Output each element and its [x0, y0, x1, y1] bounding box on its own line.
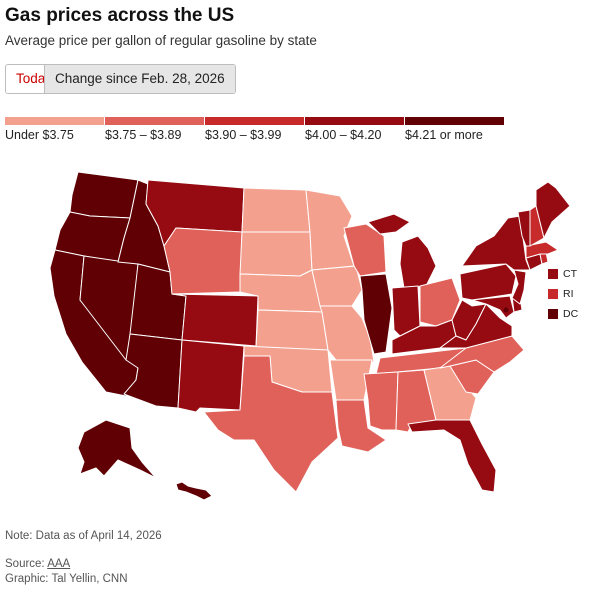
small-states-legend: CT RI DC	[548, 264, 578, 324]
state-la[interactable]	[335, 399, 387, 453]
state-wa[interactable]	[69, 171, 139, 219]
state-hi[interactable]	[175, 481, 213, 500]
state-pa[interactable]	[459, 263, 517, 301]
legend-color-bar	[5, 117, 505, 125]
state-fl[interactable]	[407, 419, 497, 493]
source-line: Source: AAA	[5, 558, 70, 570]
source-link[interactable]: AAA	[47, 558, 71, 570]
ct-swatch	[548, 269, 558, 279]
state-nm[interactable]	[177, 339, 245, 413]
state-ak[interactable]	[77, 419, 157, 479]
today-button[interactable]: Today	[6, 65, 52, 93]
legend-swatch-400-420	[305, 117, 404, 125]
state-ia[interactable]	[311, 265, 363, 307]
state-vt[interactable]	[517, 209, 531, 247]
source-prefix: Source:	[5, 558, 48, 570]
us-state-map	[49, 171, 571, 500]
state-sd[interactable]	[239, 231, 313, 277]
legend-label-421-more: $4.21 or more	[405, 128, 483, 142]
state-tx[interactable]	[203, 355, 339, 493]
state-me[interactable]	[535, 181, 571, 239]
legend-label-375-389: $3.75 – $3.89	[105, 128, 182, 142]
state-mo[interactable]	[319, 305, 375, 363]
legend-swatch-under-375	[5, 117, 104, 125]
legend-label-under-375: Under $3.75	[5, 128, 74, 142]
ct-label: CT	[563, 268, 577, 280]
legend-label-400-420: $4.00 – $4.20	[305, 128, 382, 142]
state-dc[interactable]	[503, 307, 509, 313]
ri-swatch	[548, 289, 558, 299]
color-legend: Under $3.75 $3.75 – $3.89 $3.90 – $3.99 …	[5, 117, 505, 142]
ri-label: RI	[563, 288, 574, 300]
state-md[interactable]	[471, 295, 515, 319]
state-nd[interactable]	[241, 187, 311, 233]
view-toggle: Today Change since Feb. 28, 2026	[5, 64, 236, 94]
small-state-ct: CT	[548, 264, 578, 284]
state-va[interactable]	[439, 303, 513, 349]
graphic-credit: Graphic: Tal Yellin, CNN	[5, 573, 128, 585]
state-mi[interactable]	[399, 235, 437, 289]
state-ms[interactable]	[363, 371, 399, 431]
state-wy[interactable]	[163, 227, 243, 295]
state-wi[interactable]	[343, 223, 387, 277]
state-il[interactable]	[359, 273, 393, 355]
dc-swatch	[548, 309, 558, 319]
state-nj[interactable]	[511, 269, 527, 305]
legend-swatch-375-389	[105, 117, 204, 125]
state-ks[interactable]	[255, 309, 329, 351]
state-mn[interactable]	[305, 189, 355, 271]
small-state-dc: DC	[548, 304, 578, 324]
state-co[interactable]	[171, 293, 259, 347]
legend-swatch-421-more	[405, 117, 504, 125]
legend-swatch-390-399	[205, 117, 304, 125]
data-note: Note: Data as of April 14, 2026	[5, 530, 162, 542]
page-title: Gas prices across the US	[5, 5, 235, 26]
small-state-ri: RI	[548, 284, 578, 304]
page-subtitle: Average price per gallon of regular gaso…	[5, 33, 317, 48]
state-mi-up[interactable]	[367, 213, 411, 235]
legend-label-390-399: $3.90 – $3.99	[205, 128, 282, 142]
state-ma[interactable]	[525, 241, 559, 259]
change-since-button[interactable]: Change since Feb. 28, 2026	[44, 65, 235, 93]
dc-label: DC	[563, 308, 579, 320]
